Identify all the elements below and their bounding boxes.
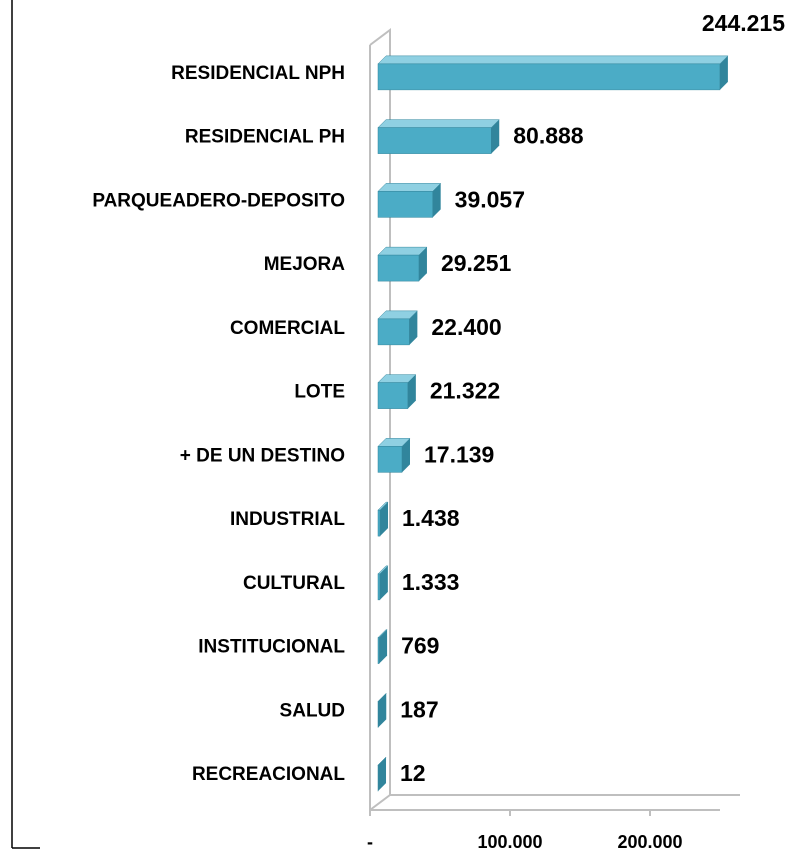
bar-face — [378, 757, 387, 792]
bar-face — [377, 183, 442, 192]
y-tick-label: RESIDENCIAL PH — [185, 127, 345, 148]
bar-face — [491, 119, 500, 154]
bar-face — [407, 374, 416, 409]
data-label: 1.333 — [402, 569, 460, 595]
bar — [377, 119, 500, 154]
x-tick-label: 200.000 — [617, 832, 682, 852]
data-label: 1.438 — [402, 505, 460, 531]
y-tick-label: + DE UN DESTINO — [180, 445, 345, 466]
bar — [377, 374, 417, 409]
bar-face — [401, 438, 410, 473]
bar — [377, 629, 388, 664]
bar-face — [378, 693, 387, 728]
bar-face — [377, 127, 492, 154]
bar-face — [379, 565, 388, 600]
bar-face — [377, 382, 409, 409]
bar-face — [719, 55, 728, 90]
bar-face — [377, 318, 410, 346]
bar — [377, 55, 729, 91]
y-tick-label: LOTE — [294, 382, 345, 403]
data-label: 17.139 — [424, 441, 494, 467]
back-wall — [369, 28, 391, 795]
data-label: 21.322 — [430, 378, 500, 404]
bar-face — [379, 629, 388, 664]
y-tick-label: RECREACIONAL — [192, 764, 345, 785]
bar-face — [377, 509, 381, 537]
y-tick-label: SALUD — [280, 700, 345, 721]
y-tick-label: COMERCIAL — [230, 318, 345, 339]
bar-face — [377, 246, 428, 256]
bar-face — [377, 573, 381, 601]
x-tick-label: - — [367, 832, 373, 852]
bar — [377, 565, 389, 601]
bar-face — [418, 247, 427, 282]
data-label: 769 — [401, 633, 439, 659]
bar — [377, 501, 389, 537]
data-label: 244.215 — [702, 10, 785, 36]
bar-face — [432, 183, 441, 218]
y-tick-label: CULTURAL — [243, 573, 345, 594]
bar — [377, 693, 387, 728]
data-label: 22.400 — [431, 314, 501, 340]
bar — [377, 183, 442, 218]
bar-face — [377, 254, 420, 282]
bar — [377, 310, 418, 346]
bar-face — [377, 119, 500, 128]
y-tick-label: INDUSTRIAL — [230, 509, 345, 530]
bar-face — [377, 637, 380, 664]
bar — [377, 438, 411, 473]
bar-face — [377, 55, 729, 65]
y-tick-label: MEJORA — [264, 254, 346, 275]
y-tick-label: PARQUEADERO-DEPOSITO — [92, 190, 345, 211]
y-tick-label: RESIDENCIAL NPH — [171, 63, 345, 84]
data-label: 39.057 — [455, 186, 525, 212]
x-tick-label: 100.000 — [477, 832, 542, 852]
bar-face — [377, 446, 403, 473]
bar-face — [377, 63, 721, 91]
bar-face — [409, 310, 418, 345]
data-label: 187 — [400, 696, 438, 722]
bar-face — [377, 191, 433, 218]
data-label: 12 — [400, 760, 426, 786]
data-label: 29.251 — [441, 250, 512, 276]
bar — [377, 756, 387, 792]
data-label: 80.888 — [513, 123, 584, 149]
bar — [377, 246, 428, 282]
y-tick-label: INSTITUCIONAL — [198, 637, 345, 658]
bar-face — [380, 502, 389, 537]
floor-edge — [369, 794, 391, 811]
